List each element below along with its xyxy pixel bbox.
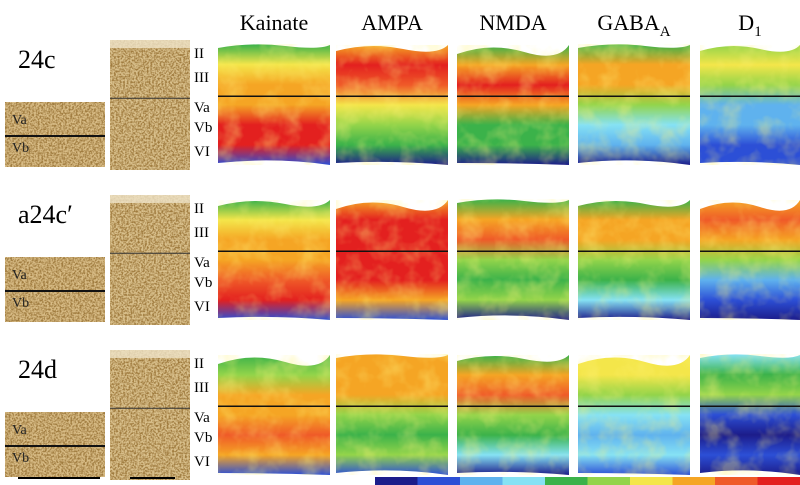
layer-label: Va <box>194 100 210 116</box>
inset-texture <box>5 257 105 322</box>
layer-label: III <box>194 225 209 241</box>
receptor-texture <box>700 45 800 165</box>
layer-label: III <box>194 70 209 86</box>
row-label: 24c <box>18 45 56 74</box>
histology-texture <box>110 40 190 170</box>
histology-top <box>110 350 190 358</box>
layer-label: II <box>194 201 204 217</box>
header-text: D <box>738 10 754 35</box>
receptor-texture <box>457 355 569 475</box>
layer-label: III <box>194 380 209 396</box>
layer-label: VI <box>194 299 210 315</box>
inset-layer-label: Va <box>12 113 28 128</box>
header-text: AMPA <box>361 10 423 35</box>
header-text: NMDA <box>479 10 546 35</box>
receptor-texture <box>336 354 448 475</box>
color-bar-segment <box>587 477 630 485</box>
header-text: GABA <box>597 10 659 35</box>
receptor-texture <box>578 44 690 165</box>
inset-layer-label: Vb <box>12 296 29 311</box>
column-header: NMDA <box>479 10 546 35</box>
histology-texture <box>110 195 190 325</box>
color-bar-segment <box>460 477 503 485</box>
color-bar-segment <box>630 477 673 485</box>
color-bar-segment <box>375 477 418 485</box>
layer-label: VI <box>194 454 210 470</box>
histology-top <box>110 195 190 203</box>
histology-texture <box>110 350 190 480</box>
row-label: a24c′ <box>18 200 73 229</box>
layer-label: Vb <box>194 120 212 136</box>
inset-layer-label: Va <box>12 268 28 283</box>
layer-label: Vb <box>194 430 212 446</box>
column-header: AMPA <box>361 10 423 35</box>
receptor-texture <box>218 44 330 165</box>
receptor-texture <box>457 199 569 320</box>
receptor-texture <box>457 45 569 165</box>
receptor-texture <box>700 200 800 320</box>
inset-texture <box>5 102 105 167</box>
color-bar-segment <box>545 477 588 485</box>
histology-top <box>110 40 190 48</box>
layer-label: Vb <box>194 275 212 291</box>
column-header: GABAA <box>597 10 670 40</box>
receptor-texture <box>700 354 800 475</box>
layer-label: Va <box>194 255 210 271</box>
receptor-texture <box>336 200 448 320</box>
inset-layer-label: Vb <box>12 141 29 156</box>
layer-label: II <box>194 356 204 372</box>
layer-label: Va <box>194 410 210 426</box>
header-subscript: 1 <box>754 24 762 40</box>
layer-label: II <box>194 46 204 62</box>
receptor-texture <box>336 45 448 165</box>
receptor-texture <box>578 355 690 475</box>
inset-texture <box>5 412 105 477</box>
inset-layer-label: Va <box>12 423 28 438</box>
color-bar-segment <box>672 477 715 485</box>
receptor-texture <box>578 200 690 320</box>
column-header: D1 <box>738 10 761 40</box>
row-label: 24d <box>18 355 57 384</box>
receptor-texture <box>218 355 330 475</box>
header-subscript: A <box>660 24 671 40</box>
inset-layer-label: Vb <box>12 451 29 466</box>
color-bar-segment <box>417 477 460 485</box>
color-bar-segment <box>502 477 545 485</box>
color-bar-segment <box>715 477 758 485</box>
color-bar-segment <box>757 477 800 485</box>
column-header: Kainate <box>240 10 308 35</box>
layer-label: VI <box>194 144 210 160</box>
header-text: Kainate <box>240 10 308 35</box>
receptor-texture <box>218 200 330 320</box>
